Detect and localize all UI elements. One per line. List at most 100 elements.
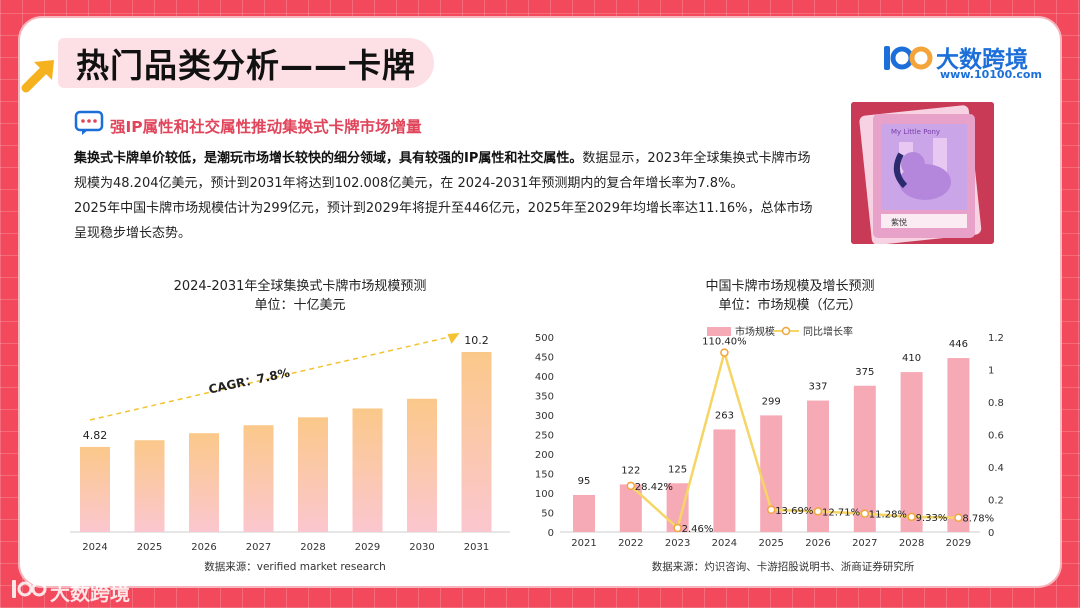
chart2-left-tick: 100 [535,489,554,500]
chat-bubble-icon [74,110,104,135]
chart2-right-tick: 0.6 [988,431,1004,442]
chart1-tick-label: 2031 [464,542,489,553]
chart2-tick-label: 2028 [899,538,924,549]
chart2-left-tick: 150 [535,470,554,481]
chart2-bar-label: 337 [808,382,827,393]
chart2-bar-label: 122 [621,465,640,476]
card-caption: 紫悦 [891,217,907,227]
chart2-bar [713,429,736,532]
chart1-bar [461,352,492,532]
chart2-right-tick: 1 [988,366,994,377]
chart2-tick-label: 2026 [805,538,830,549]
chart1-data-label: 4.82 [83,429,108,442]
chart2-tick-label: 2024 [712,538,737,549]
chart2-tick-label: 2021 [571,538,596,549]
chart1-tick-label: 2030 [409,542,434,553]
chart2-right-tick: 0.8 [988,398,1004,409]
chart2-china-card-market: 市场规模 同比增长率 0 50 100 150 200 250 300 350 400 450 500 0… [535,325,1004,573]
footer-brand-name: 大数跨境 [50,581,130,605]
footer-logo-icon [12,580,47,598]
chart2-left-tick: 400 [535,372,554,383]
chart1-bar [243,425,274,532]
chart2-line-label: 13.69% [775,506,813,517]
chart1-bar [352,408,383,532]
chart2-line-label: 11.28% [869,510,907,521]
brand-logo-icon [884,46,933,70]
chart2-growth-line [629,347,959,531]
chart2-bar-label: 410 [902,353,921,364]
chart1-bar [407,398,437,532]
body-paragraph-2: 2025年中国卡牌市场规模估计为299亿元，预计到2029年将提升至446亿元，… [74,201,813,241]
chart2-tick-label: 2022 [618,538,643,549]
trading-card-image: 紫悦 My Little Pony [851,102,994,244]
chart2-legend-swatch-bars [707,327,731,336]
chart2-bar-label: 446 [949,339,968,350]
chart2-tick-label: 2023 [665,538,690,549]
chart2-right-tick: 0 [988,528,994,539]
chart2-left-tick: 200 [535,450,554,461]
brand-name: 大数跨境 [936,47,1028,73]
chart2-source: 数据来源：灼识咨询、卡游招股说明书、浙商证券研究所 [652,560,915,573]
chart1-tick-label: 2026 [191,542,216,553]
chart2-line-label: 110.40% [702,337,747,348]
chart1-global-tcg-market: 2024 4.82 2025 2026 2027 2028 2029 2030 2031 10.2… [70,333,510,573]
chart2-bar [853,385,876,532]
chart2-left-tick: 0 [548,528,554,539]
chart2-tick-label: 2027 [852,538,877,549]
title-bar: 热门品类分析——卡牌 [58,38,434,88]
chart2-left-tick: 350 [535,392,554,403]
chart1-source: 数据来源：verified market research [204,560,386,573]
chart1-bar [298,417,328,532]
chart2-line-point [907,512,916,522]
chart2-tick-label: 2029 [946,538,971,549]
chart2-line-label: 2.46% [682,524,714,535]
body-text: 集换式卡牌单价较低，是潮玩市场增长较快的细分领域，具有较强的IP属性和社交属性。… [74,146,820,246]
chart1-tick-label: 2029 [355,542,380,553]
chart2-tick-label: 2025 [758,538,783,549]
chart2-line-label: 9.33% [916,513,948,524]
chart2-right-tick: 1.2 [988,333,1004,344]
chart1-tick-label: 2025 [137,542,162,553]
body-bold-lead: 集换式卡牌单价较低，是潮玩市场增长较快的细分领域，具有较强的IP属性和社交属性。 [74,151,583,166]
chart2-bar [947,358,970,532]
chart2-line-point [720,348,729,357]
chart2-bar-label: 299 [762,396,781,407]
chart1-cagr-annotation: CAGR：7.8% [207,366,291,397]
chart2-title-block: 中国卡牌市场规模及增长预测 单位：市场规模（亿元） [600,277,980,315]
brand-url: www.10100.com [940,68,1042,81]
page-title: 热门品类分析——卡牌 [76,46,416,85]
chart1-tick-label: 2028 [300,542,325,553]
chart2-left-tick: 450 [535,353,554,364]
chart2-bar-label: 95 [578,476,591,487]
chart2-bar [619,484,642,532]
chart1-bar [189,433,219,532]
chart2-bar-label: 263 [715,410,734,421]
chart2-bar-label: 375 [855,367,874,378]
chart1-unit: 单位：十亿美元 [254,298,346,313]
chart1-tick-label: 2024 [82,542,107,553]
arrow-icon [21,60,54,93]
chart2-bar [666,483,689,532]
chart1-arrowhead-icon [447,333,460,344]
chart1-bar [134,440,165,532]
chart2-bar [760,415,783,532]
chart2-unit: 单位：市场规模（亿元） [718,298,862,313]
chart2-line-point [954,513,963,522]
chart2-line-point [766,505,776,515]
chart2-right-tick: 0.2 [988,496,1004,507]
chart1-bar [80,446,110,532]
chart2-line-point [813,507,823,516]
chart2-left-tick: 250 [535,431,554,442]
chart2-bar [807,400,829,532]
chart2-legend-label-bars: 市场规模 [735,325,775,338]
section-subtitle: 强IP属性和社交属性推动集换式卡牌市场增量 [110,118,422,136]
chart2-legend-marker [781,326,791,336]
chart2-line-point [673,523,682,533]
chart1-tick-label: 2027 [246,542,271,553]
chart2-line-label: 8.78% [962,514,994,525]
body-paragraph-1: 数据显示，2023年全球集换式卡牌市场规模为48.204亿美元，预计到2031年… [74,151,811,191]
chart1-title-block: 2024-2031年全球集换式卡牌市场规模预测 单位：十亿美元 [110,277,490,315]
chart2-line-label: 28.42% [635,482,673,493]
chart2-left-tick: 500 [535,333,554,344]
chart1-title: 2024-2031年全球集换式卡牌市场规模预测 [173,279,427,294]
